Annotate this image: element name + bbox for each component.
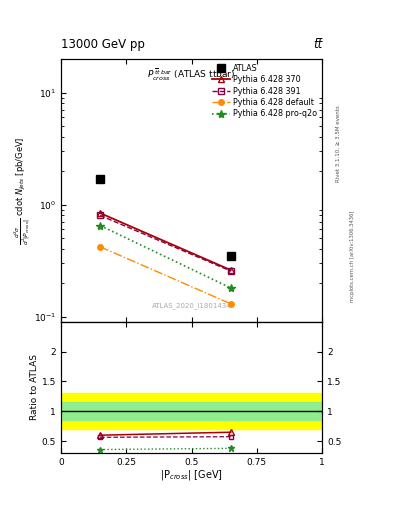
Line: Pythia 6.428 391: Pythia 6.428 391: [97, 212, 233, 274]
Y-axis label: Ratio to ATLAS: Ratio to ATLAS: [30, 354, 39, 420]
Text: mcplots.cern.ch [arXiv:1306.3436]: mcplots.cern.ch [arXiv:1306.3436]: [350, 210, 355, 302]
Pythia 6.428 pro-q2o: [98, 223, 103, 229]
Y-axis label: $\frac{d^2\sigma}{d^2|P_{cross}|}$ cdot $N_{jets}$ [pb/GeV]: $\frac{d^2\sigma}{d^2|P_{cross}|}$ cdot …: [13, 136, 32, 245]
Pythia 6.428 default: [98, 244, 103, 250]
ATLAS: [228, 252, 233, 259]
Pythia 6.428 391: [228, 268, 233, 274]
Legend: ATLAS, Pythia 6.428 370, Pythia 6.428 391, Pythia 6.428 default, Pythia 6.428 pr: ATLAS, Pythia 6.428 370, Pythia 6.428 39…: [209, 60, 321, 122]
ATLAS: [98, 176, 103, 182]
Pythia 6.428 391: [98, 212, 103, 219]
Line: Pythia 6.428 pro-q2o: Pythia 6.428 pro-q2o: [96, 221, 235, 292]
Line: Pythia 6.428 default: Pythia 6.428 default: [97, 244, 233, 307]
Text: Rivet 3.1.10, ≥ 3.5M events: Rivet 3.1.10, ≥ 3.5M events: [336, 105, 341, 182]
Pythia 6.428 default: [228, 301, 233, 307]
Text: 13000 GeV pp: 13000 GeV pp: [61, 38, 145, 51]
Pythia 6.428 370: [228, 267, 233, 273]
Text: $P^{\,\overline{t}t\,bar}_{cross}$ (ATLAS ttbar): $P^{\,\overline{t}t\,bar}_{cross}$ (ATLA…: [147, 67, 236, 83]
Text: ATLAS_2020_I1801434: ATLAS_2020_I1801434: [152, 302, 231, 309]
Text: tt̅: tt̅: [313, 38, 322, 51]
Bar: [61, 393, 322, 429]
Bar: [61, 402, 322, 420]
Line: ATLAS: ATLAS: [96, 175, 235, 260]
Line: Pythia 6.428 370: Pythia 6.428 370: [97, 209, 234, 273]
Pythia 6.428 370: [98, 210, 103, 216]
X-axis label: |P$_{cross}$| [GeV]: |P$_{cross}$| [GeV]: [160, 468, 223, 482]
Pythia 6.428 pro-q2o: [228, 285, 233, 291]
